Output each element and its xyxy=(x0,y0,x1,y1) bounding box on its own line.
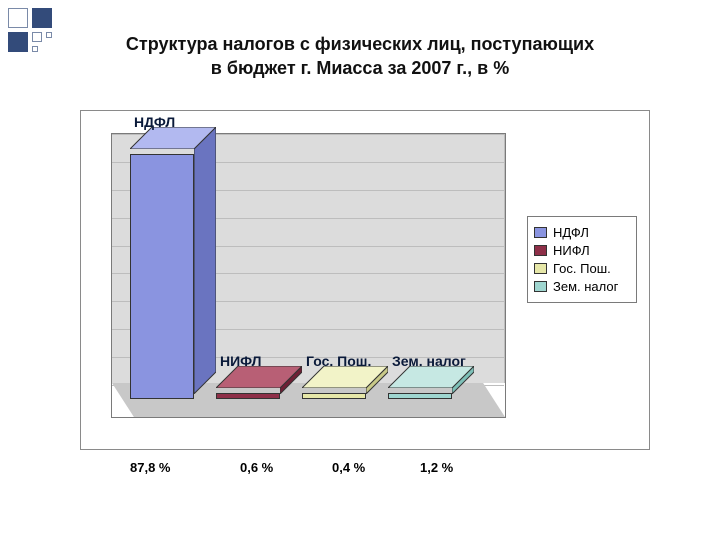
percent-label: 0,4 % xyxy=(332,460,365,475)
legend: НДФЛ НИФЛ Гос. Пош. Зем. налог xyxy=(527,216,637,303)
legend-label: Зем. налог xyxy=(553,279,618,294)
legend-label: Гос. Пош. xyxy=(553,261,611,276)
bar-Гос. Пош. xyxy=(302,371,388,399)
legend-label: НИФЛ xyxy=(553,243,590,258)
bar-label-НДФЛ: НДФЛ xyxy=(134,114,175,130)
chart-container: НДФЛ НИФЛ Гос. Пош. Зем. налог НДФЛ НИФЛ Гос.… xyxy=(80,110,650,450)
plot-area: НДФЛНИФЛГос. Пош.Зем. налог xyxy=(111,133,506,418)
legend-swatch xyxy=(534,245,547,256)
legend-item: Зем. налог xyxy=(534,279,630,294)
legend-swatch xyxy=(534,227,547,238)
bar-Зем. налог xyxy=(388,371,474,399)
bar-label-Гос. Пош.: Гос. Пош. xyxy=(306,353,371,369)
legend-swatch xyxy=(534,281,547,292)
value-labels-row: 87,8 % 0,6 % 0,4 % 1,2 % xyxy=(100,460,570,484)
percent-label: 87,8 % xyxy=(130,460,170,475)
bar-НИФЛ xyxy=(216,371,302,399)
bar-label-НИФЛ: НИФЛ xyxy=(220,353,261,369)
legend-item: Гос. Пош. xyxy=(534,261,630,276)
corner-decoration xyxy=(8,8,88,68)
chart-title: Структура налогов с физических лиц, пост… xyxy=(120,32,600,81)
legend-item: НДФЛ xyxy=(534,225,630,240)
legend-item: НИФЛ xyxy=(534,243,630,258)
bar-НДФЛ xyxy=(130,132,216,399)
percent-label: 0,6 % xyxy=(240,460,273,475)
bar-label-Зем. налог: Зем. налог xyxy=(392,353,466,369)
legend-label: НДФЛ xyxy=(553,225,589,240)
legend-swatch xyxy=(534,263,547,274)
percent-label: 1,2 % xyxy=(420,460,453,475)
